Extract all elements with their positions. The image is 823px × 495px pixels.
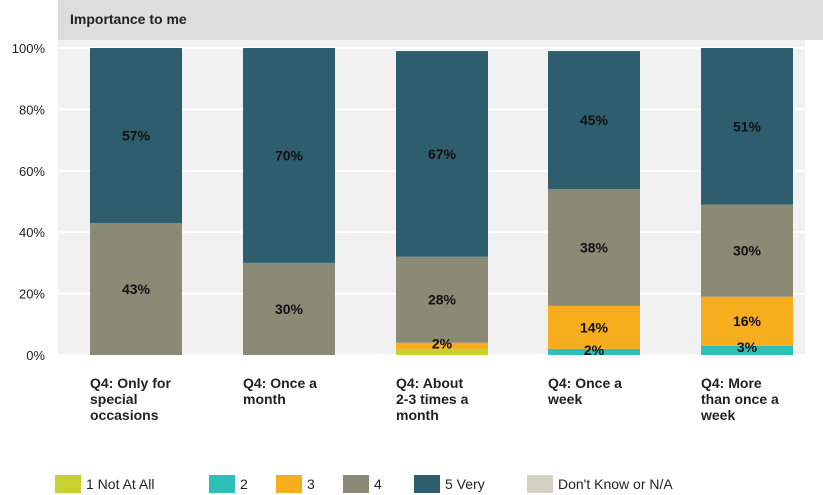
- category-label: Q4: About 2-3 times a month: [396, 375, 469, 423]
- data-label: 70%: [275, 147, 304, 163]
- bar-segment: [396, 342, 488, 349]
- bar-segment: [701, 296, 793, 346]
- legend-item: 1 Not At All: [55, 475, 154, 493]
- legend-swatch: [55, 475, 81, 493]
- legend-label: 3: [307, 476, 315, 492]
- legend: 1 Not At All 2 3 4 5 Very Don't Know or N/A: [55, 475, 673, 493]
- bar-segment: [90, 48, 182, 223]
- bars: [90, 48, 793, 355]
- bar-segment: [701, 345, 793, 355]
- bar-segment: [548, 189, 640, 306]
- bar-segment: [396, 51, 488, 257]
- data-label: 14%: [580, 319, 609, 335]
- bar-segment: [396, 348, 488, 355]
- legend-item: 2: [209, 475, 248, 493]
- category-label: Q4: Once a week: [547, 375, 622, 407]
- data-label: 38%: [580, 240, 609, 256]
- data-label: 51%: [733, 118, 762, 134]
- legend-item: 4: [343, 475, 382, 493]
- legend-swatch: [527, 475, 553, 493]
- y-tick-label: 60%: [19, 164, 45, 179]
- data-label: 43%: [122, 281, 151, 297]
- y-tick-label: 40%: [19, 225, 45, 240]
- bar-segment: [243, 48, 335, 263]
- legend-item: 5 Very: [414, 475, 485, 493]
- category-label: Q4: Once a month: [243, 375, 317, 407]
- legend-label: 4: [374, 476, 382, 492]
- data-label: 45%: [580, 112, 609, 128]
- y-tick-label: 20%: [19, 287, 45, 302]
- data-labels: 43% 57% 30% 70% 2% 28% 67% 2% 14% 38% 45% 3% 16% 30% 5…: [122, 112, 762, 358]
- legend-label: Don't Know or N/A: [558, 476, 673, 492]
- y-tick-label: 80%: [19, 102, 45, 117]
- y-axis: 0% 20% 40% 60% 80% 100%: [12, 41, 46, 363]
- bar-segment: [548, 51, 640, 190]
- y-tick-label: 100%: [12, 41, 46, 56]
- legend-swatch: [209, 475, 235, 493]
- legend-item: 3: [276, 475, 315, 493]
- legend-label: 2: [240, 476, 248, 492]
- legend-item: Don't Know or N/A: [527, 475, 673, 493]
- category-label: Q4: More than once a week: [700, 375, 779, 423]
- y-tick-label: 0%: [26, 348, 45, 363]
- bar-segment: [90, 222, 182, 355]
- legend-swatch: [276, 475, 302, 493]
- data-label: 28%: [428, 292, 457, 308]
- data-label: 3%: [737, 339, 758, 355]
- bar-segment: [548, 348, 640, 355]
- title-band: [58, 0, 823, 40]
- data-label: 30%: [275, 301, 304, 317]
- category-label: Q4: Only for special occasions: [90, 375, 171, 423]
- data-label: 30%: [733, 243, 762, 259]
- data-label: 57%: [122, 127, 151, 143]
- bar-segment: [548, 305, 640, 349]
- bar-segment: [701, 48, 793, 205]
- data-label: 67%: [428, 146, 457, 162]
- data-label: 2%: [584, 342, 605, 358]
- chart-title: Importance to me: [70, 11, 187, 27]
- data-label: 16%: [733, 313, 762, 329]
- legend-swatch: [343, 475, 369, 493]
- data-label: 2%: [432, 336, 453, 352]
- bar-segment: [701, 204, 793, 297]
- legend-swatch: [414, 475, 440, 493]
- x-axis: Q4: Only for special occasions Q4: Once a mo…: [90, 375, 779, 423]
- legend-label: 1 Not At All: [86, 476, 154, 492]
- bar-segment: [396, 256, 488, 343]
- legend-label: 5 Very: [445, 476, 485, 492]
- bar-segment: [243, 262, 335, 355]
